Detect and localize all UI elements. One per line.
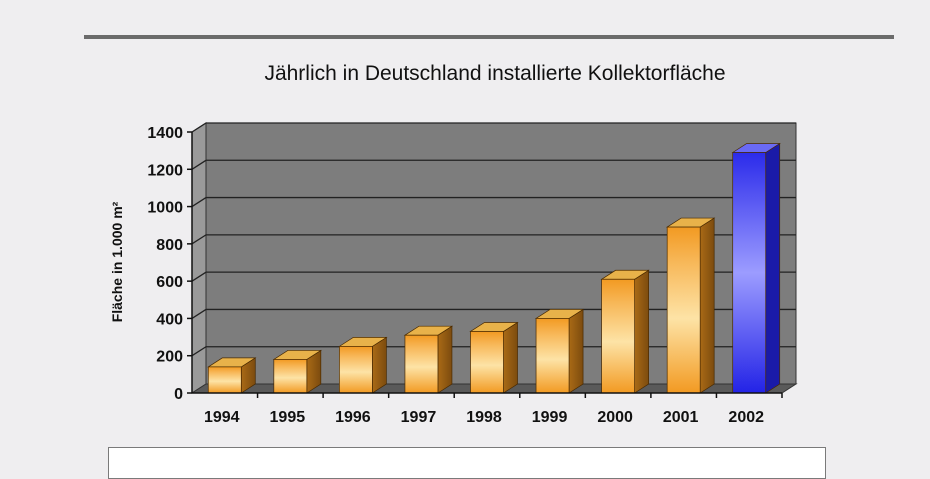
bar-front [339, 346, 373, 394]
bar-front [732, 152, 767, 394]
bar-side [765, 142, 781, 394]
y-tick-label: 600 [156, 274, 183, 291]
top-divider [84, 35, 894, 39]
gridlines [191, 122, 796, 357]
x-tick-label: 1998 [466, 409, 502, 426]
bar-2002 [731, 142, 781, 394]
bar-front [535, 318, 570, 394]
gridline [191, 159, 796, 170]
gridline [191, 271, 796, 282]
x-tick-label: 2000 [597, 409, 633, 426]
y-tick-label: 800 [156, 237, 183, 254]
bar-front [273, 359, 308, 394]
gridline [191, 234, 796, 245]
bar-front [404, 334, 439, 394]
bar-1999 [534, 308, 585, 394]
gridline [191, 346, 796, 357]
y-tick-label: 1200 [147, 162, 183, 179]
bar-2000 [600, 269, 650, 394]
bar-side [634, 269, 649, 394]
bar-1998 [469, 321, 519, 394]
x-tick-label: 1999 [532, 409, 568, 426]
x-tick-label: 1994 [204, 409, 240, 426]
y-tick-label: 1000 [147, 200, 183, 217]
gridline [191, 122, 796, 133]
plot-side-wall [191, 122, 207, 394]
y-tick-label: 400 [156, 311, 183, 328]
gridline [191, 196, 796, 208]
bar-front [666, 226, 701, 394]
y-tick-label: 200 [156, 349, 183, 366]
chart-title: Jährlich in Deutschland installierte Kol… [264, 62, 726, 85]
y-tick-label: 0 [174, 386, 183, 403]
bar-1997 [403, 325, 454, 394]
y-axis-ticks: 0 200 400 600 800 1000 1200 1400 [147, 125, 193, 403]
bar-side [437, 325, 453, 394]
bar-side [372, 336, 387, 394]
x-axis-ticks: 1994 1995 1996 1997 1998 1999 2000 2001 2002 [192, 392, 783, 426]
bar-2001 [665, 217, 716, 394]
bar-front [601, 278, 635, 394]
bar-1995 [272, 349, 323, 394]
x-tick-label: 2001 [663, 409, 699, 426]
bar-front [470, 331, 504, 394]
y-tick-label: 1400 [147, 125, 183, 142]
x-tick-label: 2002 [728, 409, 764, 426]
x-tick-label: 1995 [270, 409, 306, 426]
bars [207, 142, 781, 394]
y-axis-label: Fläche in 1.000 m² [109, 201, 125, 322]
bar-1994 [207, 357, 257, 394]
bar-front [207, 366, 242, 394]
x-tick-label: 1996 [335, 409, 371, 426]
bar-1996 [338, 336, 388, 394]
x-tick-label: 1997 [401, 409, 437, 426]
legend-box [108, 447, 826, 479]
bar-side [503, 321, 518, 394]
bar-side [699, 217, 715, 394]
gridline [191, 308, 796, 319]
bar-side [568, 308, 584, 394]
